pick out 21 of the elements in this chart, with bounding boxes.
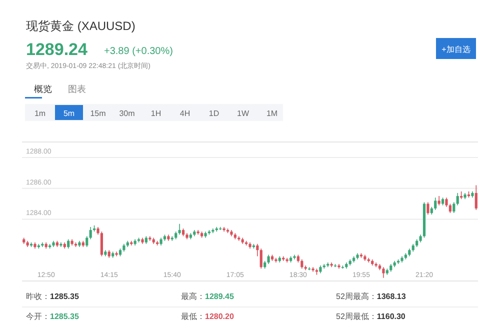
text: 30m (119, 109, 136, 118)
text: +3.89 (+0.30%) (104, 46, 173, 57)
text: 1m (34, 109, 46, 118)
text: 1M (266, 109, 278, 118)
text: 52周最低：1160.30 (336, 312, 406, 321)
text: 52周最高：1368.13 (336, 292, 406, 301)
chart-title: 现货黄金 (XAUUSD) (26, 19, 136, 33)
text: 最低：1280.20 (181, 312, 234, 321)
text: 最高：1289.45 (181, 292, 234, 301)
text: 今开：1285.35 (26, 312, 80, 321)
text: 1H (150, 109, 162, 118)
text: 15m (90, 109, 106, 118)
text: 4H (180, 109, 190, 118)
text: 图表 (68, 84, 86, 94)
text: 5m (63, 109, 75, 118)
text: 1W (237, 109, 250, 118)
text: 概览 (34, 84, 52, 94)
text: 昨收：1285.35 (26, 292, 80, 301)
text: 1D (208, 109, 220, 118)
text: +加自选 (442, 45, 470, 54)
text: 1289.24 (26, 40, 88, 59)
